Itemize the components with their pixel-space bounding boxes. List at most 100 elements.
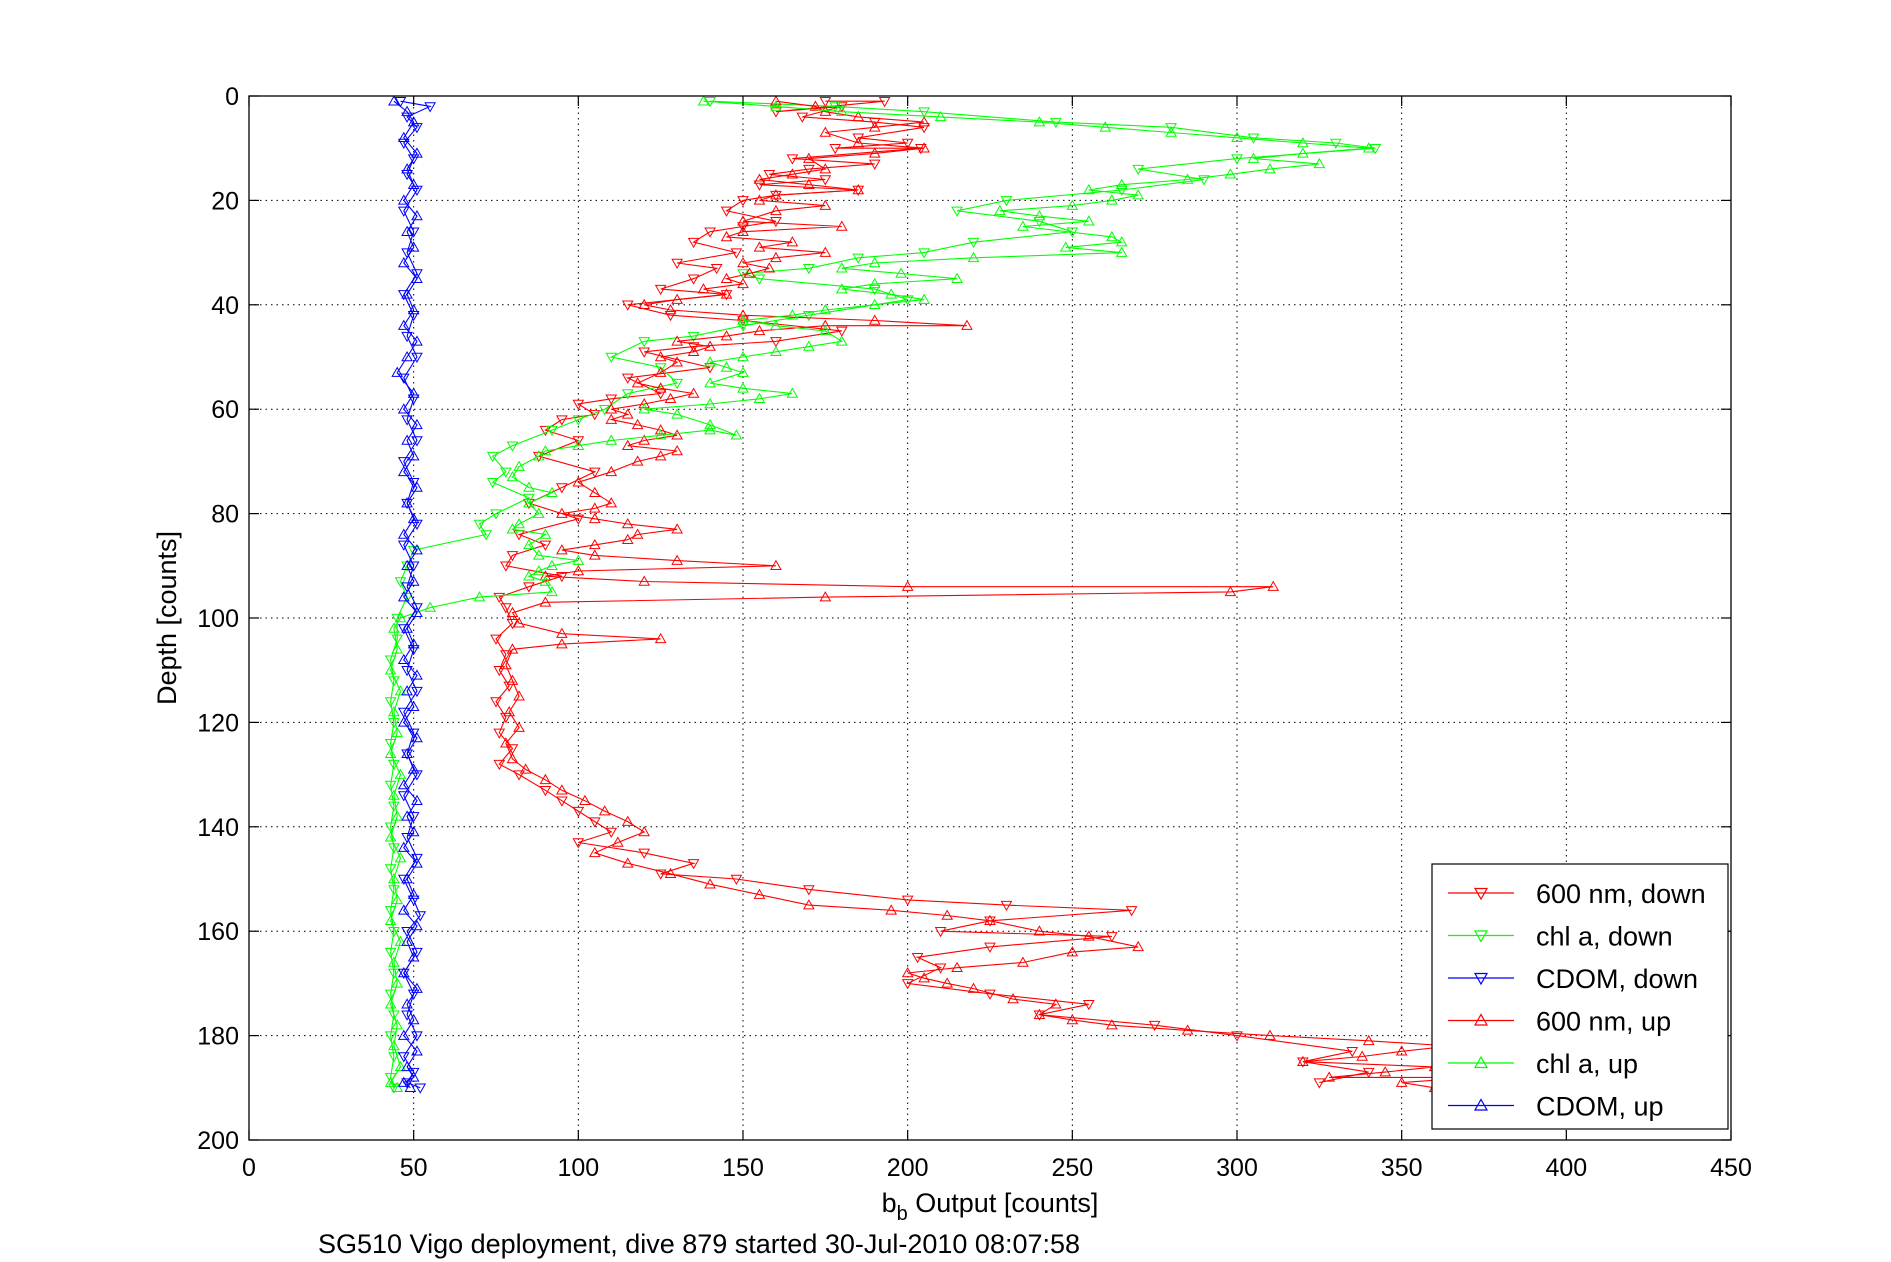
data-point-marker <box>638 298 651 310</box>
data-point-marker <box>397 591 410 602</box>
data-point-marker <box>388 872 400 884</box>
data-point-marker <box>401 665 413 677</box>
data-point-marker <box>1313 157 1326 169</box>
data-point-marker <box>918 107 930 118</box>
legend-box <box>1431 863 1729 1130</box>
data-point-marker <box>401 935 413 946</box>
data-point-marker <box>539 570 552 581</box>
data-point-marker <box>730 429 743 440</box>
data-point-marker <box>835 105 848 116</box>
data-point-marker <box>1105 194 1118 205</box>
data-point-marker <box>1033 210 1046 221</box>
data-point-marker <box>588 467 601 478</box>
data-point-marker <box>397 138 410 149</box>
data-point-marker <box>895 267 907 278</box>
data-point-marker <box>397 716 410 727</box>
data-point-marker <box>407 116 420 127</box>
series-1 <box>384 96 1382 1094</box>
data-point-marker <box>1000 900 1013 912</box>
data-point-marker <box>397 206 410 217</box>
data-point-marker <box>401 498 413 510</box>
data-point-marker <box>654 366 667 377</box>
data-point-marker <box>394 96 407 108</box>
data-point-marker <box>753 241 766 252</box>
data-point-marker <box>588 502 601 513</box>
data-point-marker <box>588 538 601 550</box>
data-point-marker <box>506 674 519 685</box>
data-point-marker <box>1007 993 1019 1004</box>
data-point-marker <box>397 624 410 635</box>
data-point-marker <box>835 335 848 346</box>
data-point-marker <box>704 363 716 374</box>
data-point-marker <box>1264 163 1276 174</box>
data-point-marker <box>1115 236 1128 247</box>
data-point-marker <box>753 324 766 336</box>
data-point-marker <box>401 561 413 572</box>
data-point-marker <box>513 460 525 471</box>
x-tick-label: 150 <box>722 1154 764 1182</box>
data-point-marker <box>901 138 914 149</box>
data-point-marker <box>388 968 400 979</box>
data-point-marker <box>523 497 535 508</box>
data-point-marker <box>384 947 397 959</box>
data-point-marker <box>401 288 413 299</box>
data-point-marker <box>803 152 815 163</box>
data-point-marker <box>523 481 535 492</box>
data-point-marker <box>671 444 683 456</box>
data-point-marker <box>918 116 930 127</box>
data-point-marker <box>411 982 423 993</box>
data-point-marker <box>579 794 591 805</box>
data-point-marker <box>901 580 914 591</box>
data-point-marker <box>384 655 397 666</box>
data-point-marker <box>394 935 407 946</box>
y-tick-label: 0 <box>225 83 239 111</box>
data-point-marker <box>407 512 420 524</box>
data-point-marker <box>1132 940 1145 952</box>
data-point-marker <box>763 262 776 273</box>
data-point-marker <box>401 1010 413 1021</box>
data-point-marker <box>388 801 400 812</box>
data-point-marker <box>671 523 683 534</box>
data-point-marker <box>868 277 881 289</box>
data-point-marker <box>486 478 499 489</box>
data-point-marker <box>621 408 634 419</box>
data-point-marker <box>819 96 832 108</box>
data-point-marker <box>941 977 954 988</box>
data-point-marker <box>852 183 865 195</box>
data-point-marker <box>401 622 413 633</box>
data-point-marker <box>809 100 822 111</box>
data-point-marker <box>401 926 413 938</box>
data-point-marker <box>397 465 410 477</box>
data-point-marker <box>572 554 585 565</box>
legend-label: chl a, up <box>1536 1049 1638 1079</box>
x-tick-label: 200 <box>887 1154 929 1182</box>
y-tick-label: 160 <box>197 918 239 946</box>
data-point-marker <box>664 867 677 879</box>
data-point-marker <box>918 248 930 259</box>
data-point-marker <box>1082 1000 1095 1011</box>
data-point-marker <box>664 304 677 315</box>
data-point-marker <box>513 518 525 529</box>
data-point-marker <box>490 697 502 708</box>
data-point-marker <box>539 540 552 551</box>
data-point-marker <box>770 345 782 357</box>
data-point-marker <box>384 822 397 833</box>
data-point-marker <box>753 392 766 404</box>
data-point-marker <box>411 418 423 430</box>
data-point-marker <box>605 413 618 424</box>
data-point-marker <box>388 622 400 633</box>
data-point-marker <box>1132 164 1145 176</box>
data-point-marker <box>654 632 667 644</box>
data-point-marker <box>631 418 644 430</box>
data-point-marker <box>572 806 585 818</box>
data-point-marker <box>388 956 400 967</box>
data-point-marker <box>572 399 585 410</box>
data-point-marker <box>671 429 683 440</box>
y-axis-label: Depth [counts] <box>152 531 182 705</box>
data-point-marker <box>631 377 644 388</box>
data-point-marker <box>621 533 634 544</box>
data-point-marker <box>407 895 420 906</box>
data-point-marker <box>961 319 973 330</box>
data-point-marker <box>1148 1020 1161 1032</box>
